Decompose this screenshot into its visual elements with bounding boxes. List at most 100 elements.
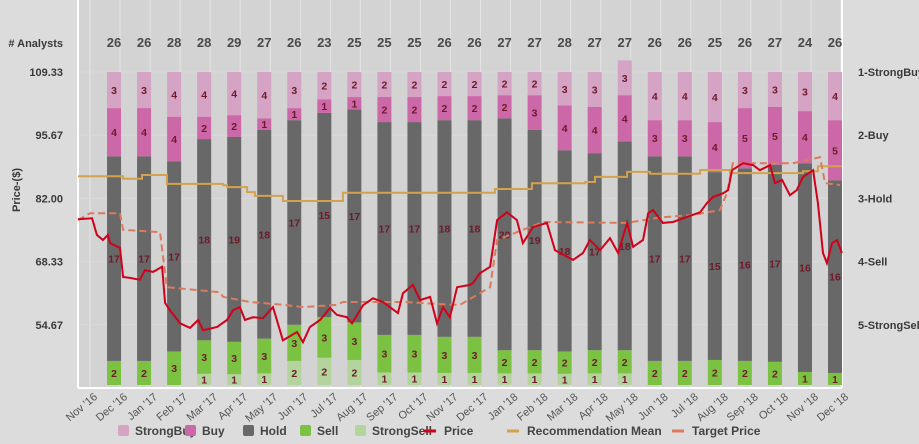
analyst-count: 26 [738, 35, 752, 50]
bar-segment-label: 1 [291, 109, 297, 121]
analyst-count: 27 [527, 35, 541, 50]
bar-segment-strongbuy [797, 72, 812, 112]
bar-segment-sell [467, 336, 482, 373]
bar-segment-hold [467, 120, 482, 337]
bar-segment-sell [227, 341, 242, 375]
bar-segment-hold [317, 112, 332, 317]
bar-segment-sell [497, 350, 512, 374]
bar-segment-label: 17 [138, 254, 150, 266]
bar-segment-sell [587, 350, 602, 374]
bar-segment-label: 2 [502, 357, 508, 369]
bar-segment-buy [647, 120, 662, 157]
bar-segment-label: 2 [412, 105, 418, 117]
analyst-count: 26 [287, 35, 301, 50]
bar-segment-label: 17 [409, 224, 421, 236]
bar-segment-label: 15 [709, 261, 721, 273]
y-tick-label: 54.67 [35, 320, 63, 332]
y-axis-label: Price-($) [11, 168, 23, 212]
bar-segment-sell [257, 338, 272, 374]
bar-segment-label: 19 [228, 234, 240, 246]
bar-segment-hold [407, 122, 422, 335]
bar-segment-buy [347, 97, 362, 110]
bar-segment-strongbuy [257, 72, 272, 119]
legend-swatch-buy [185, 425, 196, 436]
bar-segment-label: 1 [261, 119, 267, 131]
bar-segment-label: 20 [499, 229, 511, 241]
bar-segment-strongbuy [467, 72, 482, 97]
bar-segment-hold [707, 172, 722, 360]
bar-segment-buy [587, 106, 602, 154]
bar-segment-strongsell [497, 373, 512, 385]
bar-segment-buy [797, 111, 812, 164]
y-tick-label: 68.33 [35, 257, 63, 269]
bar-segment-label: 1 [412, 374, 418, 386]
bar-segment-hold [828, 180, 842, 373]
bar-segment-strongbuy [377, 72, 392, 98]
bar-segment-strongsell [557, 373, 572, 385]
bar-segment-strongbuy [167, 72, 182, 117]
bar-segment-label: 18 [258, 229, 270, 241]
bar-segment-strongsell [257, 373, 272, 385]
bar-segment-strongbuy [137, 72, 152, 109]
bar-segment-label: 3 [532, 108, 538, 120]
bar-segment-label: 1 [381, 374, 387, 386]
bar-segment-buy [737, 108, 752, 169]
bar-segment-strongbuy [227, 72, 242, 116]
bar-segment-sell [707, 359, 722, 385]
bar-segment-label: 1 [562, 374, 568, 386]
legend-item-target-price: Target Price [692, 424, 761, 438]
bar-segment-hold [137, 156, 152, 361]
bar-segment-label: 3 [802, 87, 808, 99]
legend-swatch-sell [300, 425, 311, 436]
bar-segment-strongbuy [347, 72, 362, 98]
right-tick-label: 3-Hold [858, 193, 892, 205]
bar-segment-label: 3 [321, 332, 327, 344]
legend-item-recommendation-mean: Recommendation Mean [527, 424, 662, 438]
bar-segment-label: 15 [318, 210, 330, 222]
bar-segment-strongsell [287, 360, 302, 385]
bar-segment-label: 2 [412, 80, 418, 92]
bar-segment-label: 2 [592, 357, 598, 369]
bar-segment-buy [227, 115, 242, 137]
bar-segment-label: 3 [562, 84, 568, 96]
analyst-count: 26 [437, 35, 451, 50]
legend-item-hold: Hold [260, 424, 287, 438]
analyst-count: 27 [617, 35, 631, 50]
bar-segment-label: 4 [141, 127, 147, 139]
bar-segment-sell [347, 322, 362, 360]
bar-segment-label: 2 [291, 368, 297, 380]
analyst-count: 26 [678, 35, 692, 50]
bar-segment-label: 2 [381, 105, 387, 117]
bar-segment-buy [167, 116, 182, 162]
bar-segment-strongsell [587, 373, 602, 385]
bar-segment-strongsell [617, 373, 632, 385]
bar-segment-label: 17 [589, 247, 601, 259]
bar-segment-sell [527, 350, 542, 374]
bar-segment-label: 3 [412, 349, 418, 361]
analyst-count: 25 [377, 35, 391, 50]
bar-segment-label: 3 [772, 84, 778, 96]
target-price-line [77, 156, 841, 309]
bar-segment-label: 17 [108, 254, 120, 266]
bar-segment-hold [107, 156, 122, 361]
bar-segment-label: 3 [442, 350, 448, 362]
bar-segment-strongbuy [107, 72, 122, 109]
analyst-count: 24 [798, 35, 813, 50]
bar-segment-hold [587, 153, 602, 351]
bar-segment-buy [287, 108, 302, 121]
bar-segment-hold [347, 109, 362, 323]
analyst-count: 29 [227, 35, 241, 50]
bar-segment-buy [557, 105, 572, 151]
legend-item-strongsell: StrongSell [372, 424, 432, 438]
bar-segment-label: 18 [469, 224, 481, 236]
bar-segment-strongsell [407, 372, 422, 385]
bar-segment-sell [407, 334, 422, 373]
analyst-count: 25 [708, 35, 722, 50]
bar-segment-label: 2 [712, 367, 718, 379]
bar-segment-label: 17 [379, 224, 391, 236]
bar-segment-label: 18 [439, 224, 451, 236]
analyst-count: 26 [137, 35, 151, 50]
bar-segment-buy [707, 122, 722, 173]
bar-segment-hold [257, 129, 272, 339]
